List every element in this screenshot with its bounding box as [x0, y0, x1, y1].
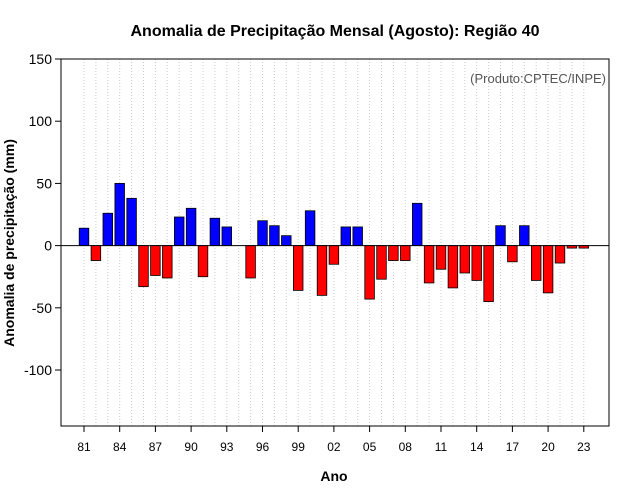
x-tick-label: 14	[470, 440, 484, 454]
x-tick-label: 81	[77, 440, 91, 454]
bar-1992	[209, 217, 221, 247]
bar-2014	[471, 245, 482, 281]
credit-text: (Produto:CPTEC/INPE)	[470, 71, 606, 86]
bar-2015	[483, 245, 494, 302]
bar-2008	[400, 245, 411, 261]
bar-2010	[423, 245, 435, 284]
bar-1999	[292, 245, 304, 291]
bar-2020	[542, 245, 554, 294]
x-tick-label: 90	[184, 440, 198, 454]
y-tick-label: 0	[44, 238, 52, 254]
x-tick-label: 93	[220, 440, 234, 454]
bar-2011	[435, 245, 447, 270]
bar-1997	[269, 225, 280, 247]
bar-1984	[114, 183, 125, 247]
bar-1993	[221, 226, 233, 247]
bar-1996	[257, 220, 268, 247]
chart-title: Anomalia de Precipitação Mensal (Agosto)…	[131, 23, 540, 40]
bar-1990	[185, 207, 197, 247]
bar-2004	[352, 226, 363, 247]
x-tick-label: 96	[256, 440, 270, 454]
x-tick-label: 02	[327, 440, 341, 454]
bar-2017	[507, 245, 518, 263]
bar-2006	[376, 245, 387, 280]
y-tick-label: 100	[29, 113, 53, 129]
bars	[78, 183, 590, 302]
bar-2003	[340, 226, 352, 247]
bar-1985	[126, 197, 137, 247]
y-tick-label: -100	[24, 362, 52, 378]
bar-2021	[554, 245, 566, 264]
bar-1987	[150, 245, 161, 276]
bar-2012	[447, 245, 459, 289]
bar-1981	[78, 227, 90, 247]
bar-1983	[102, 212, 114, 247]
bar-2005	[364, 245, 375, 300]
x-tick-label: 11	[435, 440, 448, 454]
bar-2019	[531, 245, 542, 281]
y-tick-label: 150	[29, 51, 53, 67]
bar-2000	[304, 210, 316, 247]
bar-2013	[459, 245, 471, 274]
bar-1982	[90, 245, 102, 261]
x-tick-label: 08	[399, 440, 413, 454]
bar-2016	[495, 225, 506, 247]
x-tick-label: 87	[149, 440, 163, 454]
x-tick-label: 05	[363, 440, 377, 454]
x-tick-label: 99	[292, 440, 306, 454]
x-tick-label: 17	[506, 440, 520, 454]
x-tick-label: 20	[541, 440, 555, 454]
bar-1995	[245, 245, 256, 279]
y-tick-label: -50	[32, 300, 52, 316]
bar-2018	[519, 225, 530, 247]
bar-1986	[138, 245, 149, 288]
bar-1988	[162, 245, 173, 279]
x-tick-label: 23	[577, 440, 591, 454]
x-tick-label: 84	[113, 440, 127, 454]
bar-1998	[281, 235, 292, 247]
bar-1989	[173, 216, 185, 247]
bar-2007	[388, 245, 399, 261]
y-tick-label: 50	[36, 175, 52, 191]
bar-2001	[316, 245, 328, 296]
bar-1991	[197, 245, 209, 278]
x-axis: 81 84 87 90 93 96 99 02 05 08 11 14 17 20 23	[77, 426, 591, 454]
plot-frame	[60, 58, 610, 427]
x-axis-label: Ano	[320, 468, 347, 484]
bar-2009	[411, 202, 423, 247]
y-axis: 150 100 50 0 -50 -100	[24, 51, 61, 378]
bar-2002	[328, 245, 340, 265]
y-axis-label: Anomalia de precipitação (mm)	[1, 139, 17, 347]
